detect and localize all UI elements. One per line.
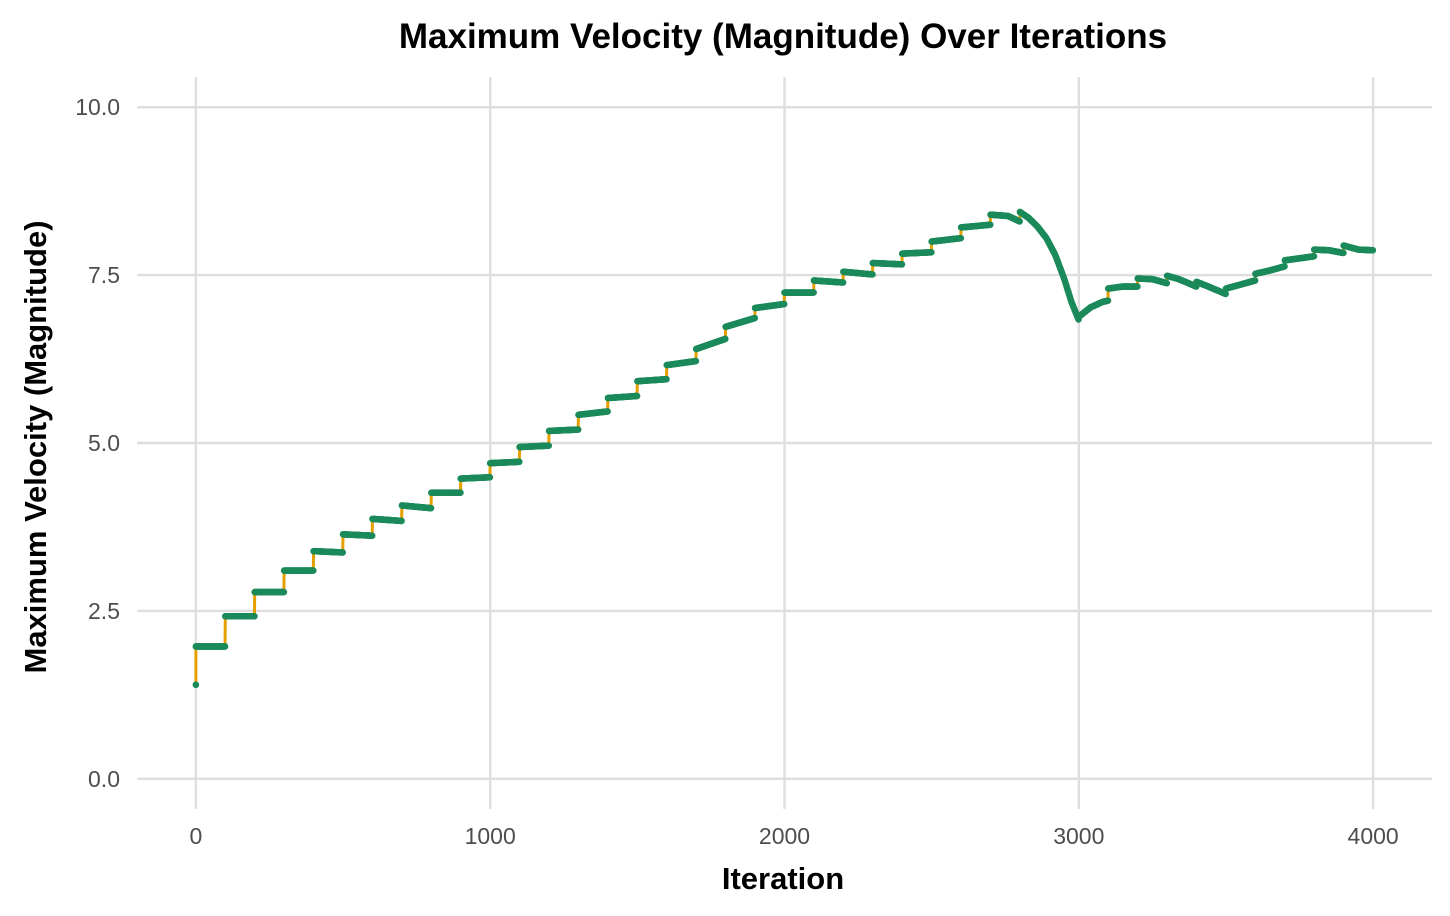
y-tick-label: 10.0 bbox=[75, 94, 120, 120]
data-point bbox=[780, 300, 788, 308]
data-point bbox=[1310, 253, 1318, 260]
data-point bbox=[928, 248, 935, 256]
chart-title: Maximum Velocity (Magnitude) Over Iterat… bbox=[399, 17, 1167, 56]
data-point bbox=[486, 473, 494, 481]
data-point bbox=[1281, 263, 1288, 270]
x-tick-label: 3000 bbox=[1053, 823, 1104, 849]
data-point bbox=[574, 426, 582, 433]
y-tick-label: 0.0 bbox=[88, 766, 120, 792]
data-point bbox=[839, 279, 847, 286]
y-tick-label: 5.0 bbox=[88, 430, 120, 456]
data-point bbox=[398, 517, 405, 525]
data-point bbox=[604, 408, 611, 415]
data-point bbox=[339, 549, 347, 556]
y-axis-ticks: 0.0 2.5 5.0 7.5 10.0 bbox=[75, 94, 120, 792]
data-point bbox=[692, 357, 700, 365]
data-point bbox=[192, 681, 200, 689]
y-axis-title: Maximum Velocity (Magnitude) bbox=[18, 220, 53, 673]
data-point bbox=[810, 289, 817, 296]
data-point bbox=[1251, 277, 1259, 284]
data-point bbox=[957, 234, 965, 242]
data-point bbox=[221, 643, 229, 650]
data-point bbox=[280, 588, 288, 596]
x-axis-title: Iteration bbox=[722, 861, 844, 896]
data-point bbox=[368, 532, 376, 539]
x-tick-label: 2000 bbox=[759, 823, 810, 849]
data-point bbox=[663, 375, 670, 383]
data-point bbox=[516, 458, 523, 466]
data-point bbox=[1340, 249, 1347, 257]
y-tick-label: 2.5 bbox=[88, 598, 120, 624]
series-velocity bbox=[192, 208, 1377, 689]
data-point bbox=[633, 392, 641, 400]
data-point bbox=[1016, 218, 1023, 225]
data-point bbox=[1163, 279, 1171, 287]
data-point bbox=[457, 489, 464, 497]
data-point bbox=[751, 314, 759, 322]
x-tick-label: 1000 bbox=[465, 823, 516, 849]
data-point bbox=[1104, 297, 1112, 304]
data-point bbox=[869, 271, 876, 278]
x-tick-label: 0 bbox=[189, 823, 202, 849]
data-point bbox=[986, 221, 994, 229]
data-point bbox=[251, 612, 258, 620]
data-point bbox=[310, 567, 317, 574]
data-point bbox=[545, 442, 553, 449]
data-point bbox=[1222, 290, 1229, 298]
x-axis-ticks: 0 1000 2000 3000 4000 bbox=[189, 823, 1398, 849]
data-point bbox=[898, 261, 906, 268]
data-point bbox=[722, 335, 729, 343]
data-point bbox=[427, 504, 435, 512]
grid-lines bbox=[137, 77, 1432, 809]
data-point bbox=[1369, 246, 1377, 254]
x-tick-label: 4000 bbox=[1348, 823, 1399, 849]
y-tick-label: 7.5 bbox=[88, 262, 120, 288]
data-point bbox=[1134, 283, 1141, 290]
